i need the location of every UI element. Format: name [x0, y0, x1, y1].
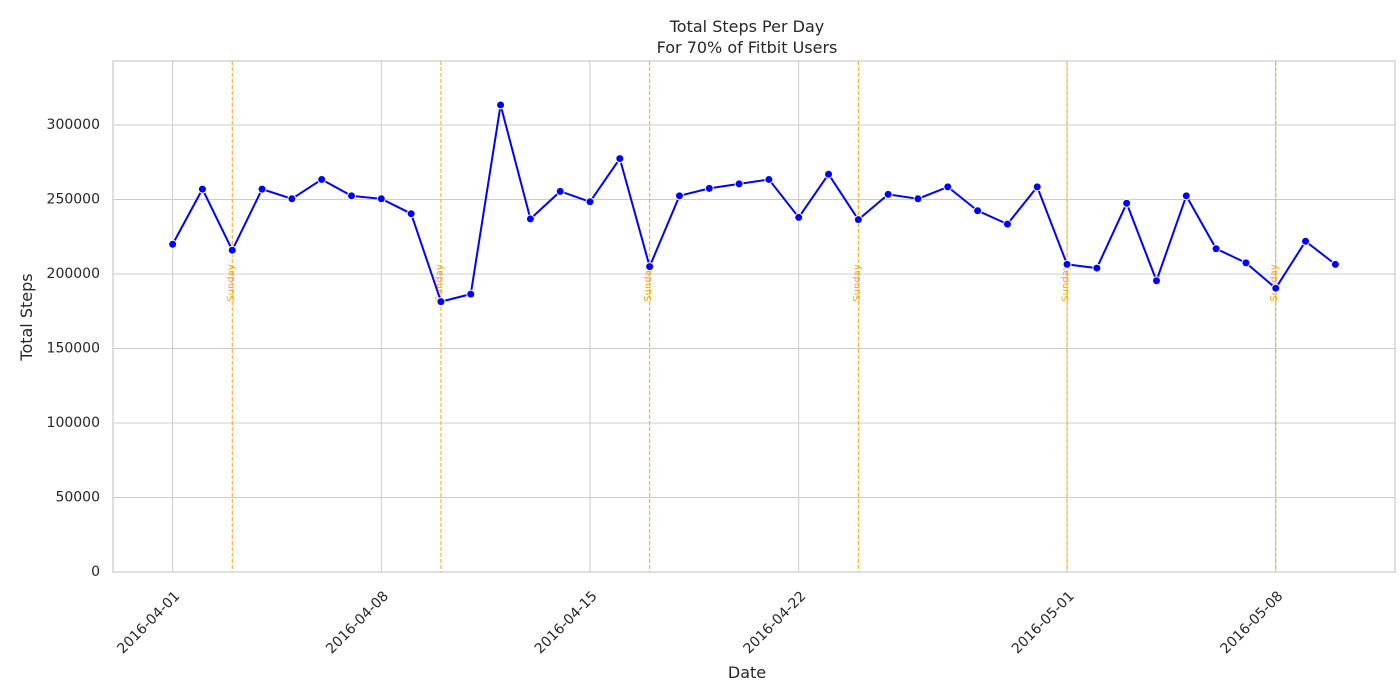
- data-point: [1152, 277, 1160, 285]
- data-point: [646, 263, 654, 271]
- x-tick-label: 2016-04-15: [532, 588, 601, 657]
- data-point: [854, 216, 862, 224]
- data-point: [348, 192, 356, 200]
- data-point: [377, 195, 385, 203]
- data-point: [556, 187, 564, 195]
- grid: [113, 61, 1395, 572]
- x-tick-label: 2016-04-01: [114, 588, 183, 657]
- data-point: [1003, 220, 1011, 228]
- x-tick-label: 2016-05-01: [1009, 588, 1078, 657]
- data-point: [288, 195, 296, 203]
- data-point: [1182, 192, 1190, 200]
- data-point: [675, 192, 683, 200]
- sunday-label: Sunday: [226, 264, 237, 301]
- data-point: [258, 185, 266, 193]
- x-ticks: 2016-04-01 2016-04-08 2016-04-15 2016-04-22…: [114, 588, 1286, 657]
- data-point: [1272, 284, 1280, 292]
- y-tick-label: 50000: [55, 490, 100, 506]
- data-point: [1212, 245, 1220, 253]
- data-point: [825, 170, 833, 178]
- chart-subtitle: For 70% of Fitbit Users: [657, 38, 838, 57]
- data-point: [407, 210, 415, 218]
- data-point: [1242, 259, 1250, 267]
- data-point: [497, 101, 505, 109]
- data-point: [765, 175, 773, 183]
- data-point: [705, 184, 713, 192]
- y-tick-label: 100000: [47, 415, 100, 431]
- series-line: [173, 105, 1336, 302]
- x-tick-label: 2016-04-08: [323, 588, 392, 657]
- y-tick-label: 200000: [47, 266, 100, 282]
- y-tick-label: 150000: [47, 341, 100, 357]
- data-point: [467, 290, 475, 298]
- data-point: [1063, 260, 1071, 268]
- data-point: [437, 298, 445, 306]
- sunday-label: Sunday: [1061, 264, 1072, 301]
- y-tick-label: 0: [91, 564, 100, 580]
- data-point: [735, 180, 743, 188]
- x-tick-label: 2016-05-08: [1218, 588, 1287, 657]
- sunday-label: Sunday: [852, 264, 863, 301]
- y-tick-label: 300000: [47, 117, 100, 133]
- data-point: [974, 207, 982, 215]
- data-point: [228, 246, 236, 254]
- data-point: [198, 185, 206, 193]
- data-point: [586, 198, 594, 206]
- data-point: [944, 183, 952, 191]
- data-point: [616, 155, 624, 163]
- data-point: [1302, 237, 1310, 245]
- x-tick-label: 2016-04-22: [741, 588, 810, 657]
- data-point: [1093, 264, 1101, 272]
- series-steps: [169, 101, 1340, 306]
- plot-frame: [113, 61, 1395, 572]
- data-point: [1123, 199, 1131, 207]
- y-tick-label: 250000: [47, 192, 100, 208]
- data-point: [1033, 183, 1041, 191]
- y-axis-label: Total Steps: [17, 273, 36, 361]
- data-point: [318, 175, 326, 183]
- data-point: [169, 240, 177, 248]
- chart-title: Total Steps Per Day: [669, 17, 824, 36]
- data-point: [526, 215, 534, 223]
- x-axis-label: Date: [728, 663, 766, 682]
- data-point: [914, 195, 922, 203]
- data-point: [884, 190, 892, 198]
- y-ticks: 0 50000 100000 150000 200000 250000 300000: [47, 117, 100, 580]
- sunday-markers: Sunday Sunday Sunday Sunday Sunday Sunday: [226, 61, 1280, 572]
- data-point: [795, 213, 803, 221]
- data-point: [1331, 260, 1339, 268]
